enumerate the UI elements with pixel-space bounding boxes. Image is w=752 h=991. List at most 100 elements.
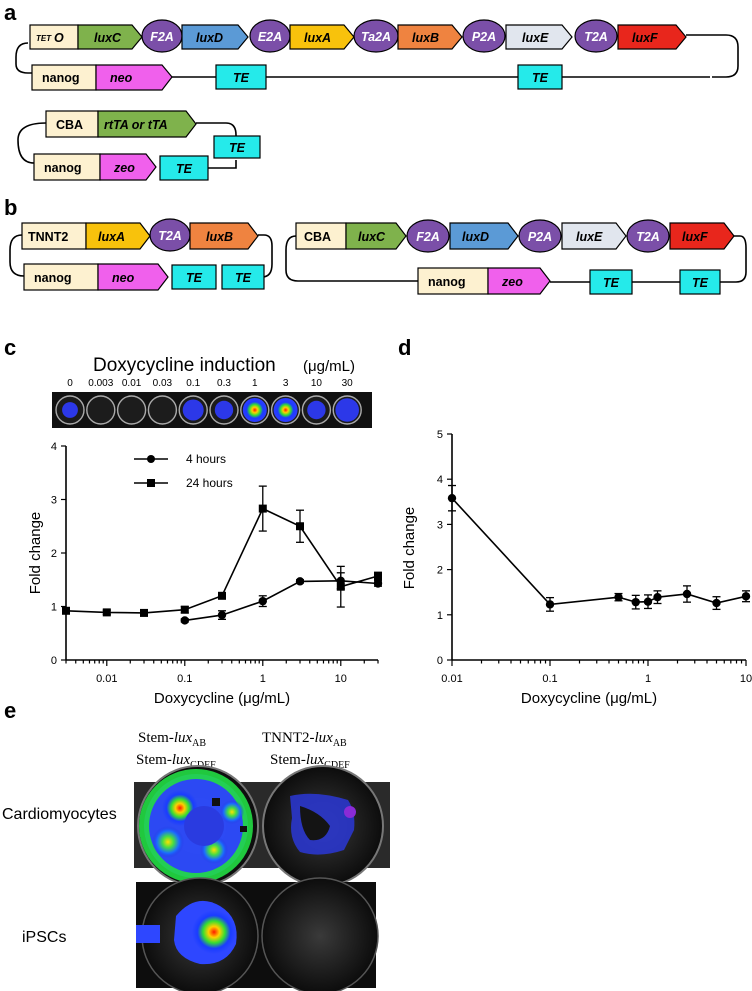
- t2a-label: T2A: [636, 230, 660, 244]
- y-tick-label: 3: [51, 495, 57, 507]
- induction-unit: (μg/mL): [303, 358, 355, 375]
- luxC-label: luxC: [358, 230, 386, 244]
- well-signal: [182, 399, 204, 421]
- data-point-circle: [373, 579, 383, 588]
- te-element: [213, 135, 261, 159]
- x-ticks: 0.01 0.1 1 10: [65, 660, 379, 685]
- cba-label: CBA: [304, 230, 331, 244]
- panel-label-e: e: [4, 698, 16, 723]
- f2a-label: F2A: [150, 30, 174, 44]
- legend-marker-circle: [147, 455, 155, 463]
- zeo-gene: [99, 153, 157, 181]
- nanog-promoter: [33, 153, 101, 181]
- data-point-square: [296, 522, 304, 531]
- neo-gene: [97, 263, 169, 291]
- te-label: TE: [603, 276, 620, 290]
- y-tick-label: 5: [437, 429, 443, 441]
- y-tick-label: 0: [437, 655, 443, 667]
- nanog-promoter: [31, 64, 97, 91]
- data-point-square: [218, 591, 226, 600]
- construct-a1: TET O luxC F2A luxD E2A luxA Ta2A luxB P…: [15, 19, 739, 91]
- data-point-circle: [631, 597, 640, 607]
- well-signal-core: [243, 399, 266, 421]
- tnnt2-label: TNNT2: [28, 230, 68, 244]
- data-point-circle: [180, 616, 189, 625]
- panel-label-d: d: [398, 335, 411, 360]
- rtta-label: rtTA or tTA: [104, 118, 168, 132]
- y-tick-label: 2: [51, 548, 57, 560]
- concentration-label: 3: [283, 378, 289, 389]
- zeo-gene: [487, 267, 551, 295]
- x-axis-title: Doxycycline (μg/mL): [154, 690, 290, 707]
- data-point-circle: [653, 592, 662, 602]
- data-point-square: [336, 582, 345, 591]
- te-label: TE: [235, 271, 252, 285]
- teto-main: O: [54, 31, 64, 45]
- data-point-square: [102, 608, 111, 617]
- te-element: [221, 264, 265, 290]
- y-axis-title: Fold change: [27, 512, 44, 595]
- y-tick-label: 1: [437, 610, 443, 622]
- te-label: TE: [186, 271, 203, 285]
- y-tick-label: 4: [437, 474, 443, 486]
- x-tick-label: 0.01: [441, 673, 462, 685]
- rtta-gene: [97, 110, 197, 138]
- luxC-label: luxC: [94, 31, 122, 45]
- wells: [55, 395, 362, 425]
- ta2a-label: Ta2A: [361, 30, 391, 44]
- luxD-gene: [449, 222, 519, 250]
- concentration-label: 10: [311, 378, 323, 389]
- well-signal: [335, 398, 360, 422]
- luxE-gene: [561, 222, 627, 250]
- concentration-label: 0.3: [217, 378, 231, 389]
- panel-label-c: c: [4, 335, 16, 360]
- induction-title: Doxycycline induction: [93, 355, 276, 376]
- cba-promoter: [45, 110, 99, 138]
- zeo-label: zeo: [501, 275, 523, 289]
- chart-d: 0 1 2 3 4 5 0.01 0.1 1 10 Fold change Doxycyclin…: [401, 429, 752, 707]
- y-tick-label: 4: [51, 441, 57, 453]
- well: [86, 395, 116, 425]
- series-group: [447, 484, 751, 612]
- p2a-element: [518, 219, 562, 253]
- te-element: [171, 264, 217, 290]
- concentration-label: 1: [252, 378, 258, 389]
- luxB-gene: [189, 222, 259, 250]
- luxE-gene: [505, 24, 573, 50]
- well-signal: [62, 402, 78, 418]
- well-signal: [214, 400, 234, 420]
- p2a-label: P2A: [528, 230, 552, 244]
- y-tick-label: 2: [437, 565, 443, 577]
- te-element: [589, 269, 633, 295]
- luxB-gene: [397, 24, 463, 50]
- te-label: TE: [692, 276, 709, 290]
- induction-image-strip: Doxycycline induction (μg/mL) 0 0.003 0.01…: [52, 355, 372, 428]
- concentration-label: 30: [342, 378, 354, 389]
- well: [116, 395, 147, 425]
- concentration-label: 0.1: [186, 378, 200, 389]
- panel-label-a: a: [4, 0, 17, 25]
- data-point-circle: [545, 600, 555, 609]
- y-ticks: 0 1 2 3 4 5: [437, 429, 452, 667]
- f2a-element: [406, 219, 450, 253]
- construct-b1: TNNT2 luxA T2A luxB nanog neo TE TE: [9, 218, 273, 291]
- y-tick-label: 3: [437, 519, 443, 531]
- concentration-label: 0.01: [122, 378, 142, 389]
- neo-gene: [95, 64, 173, 91]
- luxA-label: luxA: [98, 230, 125, 244]
- cba-label: CBA: [56, 118, 83, 132]
- data-point-square: [62, 606, 70, 615]
- data-point-circle: [258, 596, 267, 606]
- x-tick-label: 0.01: [96, 673, 117, 685]
- cba-promoter: [295, 222, 347, 250]
- col2-line2: Stem-luxCDEF: [270, 752, 350, 771]
- t2a-element: [626, 219, 670, 253]
- legend: 4 hours 24 hours: [134, 452, 233, 490]
- x-tick-label: 1: [645, 673, 651, 685]
- data-point-circle: [217, 610, 227, 620]
- data-point-circle: [682, 589, 692, 599]
- data-point-square: [374, 572, 382, 581]
- luxE-label: luxE: [522, 31, 549, 45]
- series-group: [62, 485, 383, 625]
- legend-marker-square: [147, 479, 155, 487]
